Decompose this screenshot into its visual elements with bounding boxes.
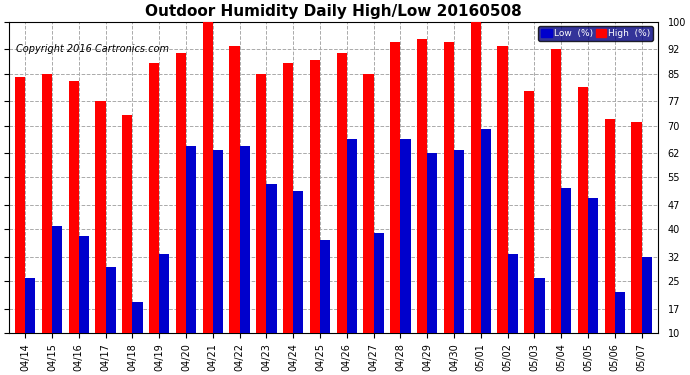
Bar (186, 146, 196, 333)
Bar (266, 184, 277, 333)
Bar (454, 150, 464, 333)
Bar (631, 122, 642, 333)
Bar (68, 81, 79, 333)
Bar (471, 22, 481, 333)
Bar (427, 153, 437, 333)
Bar (52, 226, 62, 333)
Bar (25, 278, 35, 333)
Bar (106, 267, 116, 333)
Bar (122, 115, 132, 333)
Bar (79, 236, 89, 333)
Bar (642, 257, 652, 333)
Bar (535, 278, 544, 333)
Bar (444, 42, 454, 333)
Bar (15, 77, 25, 333)
Bar (176, 53, 186, 333)
Bar (588, 198, 598, 333)
Bar (239, 146, 250, 333)
Bar (481, 129, 491, 333)
Bar (132, 302, 143, 333)
Bar (508, 254, 518, 333)
Bar (497, 46, 508, 333)
Bar (203, 22, 213, 333)
Text: Copyright 2016 Cartronics.com: Copyright 2016 Cartronics.com (15, 44, 168, 54)
Bar (347, 140, 357, 333)
Bar (561, 188, 571, 333)
Legend: Low  (%), High  (%): Low (%), High (%) (538, 26, 653, 40)
Bar (417, 39, 427, 333)
Bar (391, 42, 400, 333)
Bar (283, 63, 293, 333)
Bar (400, 140, 411, 333)
Bar (95, 101, 106, 333)
Bar (293, 191, 304, 333)
Bar (320, 240, 331, 333)
Title: Outdoor Humidity Daily High/Low 20160508: Outdoor Humidity Daily High/Low 20160508 (145, 4, 522, 19)
Bar (373, 233, 384, 333)
Bar (256, 74, 266, 333)
Bar (149, 63, 159, 333)
Bar (213, 150, 223, 333)
Bar (41, 74, 52, 333)
Bar (604, 118, 615, 333)
Bar (615, 292, 625, 333)
Bar (364, 74, 373, 333)
Bar (578, 87, 588, 333)
Bar (337, 53, 347, 333)
Bar (229, 46, 239, 333)
Bar (524, 91, 535, 333)
Bar (310, 60, 320, 333)
Bar (551, 50, 561, 333)
Bar (159, 254, 169, 333)
